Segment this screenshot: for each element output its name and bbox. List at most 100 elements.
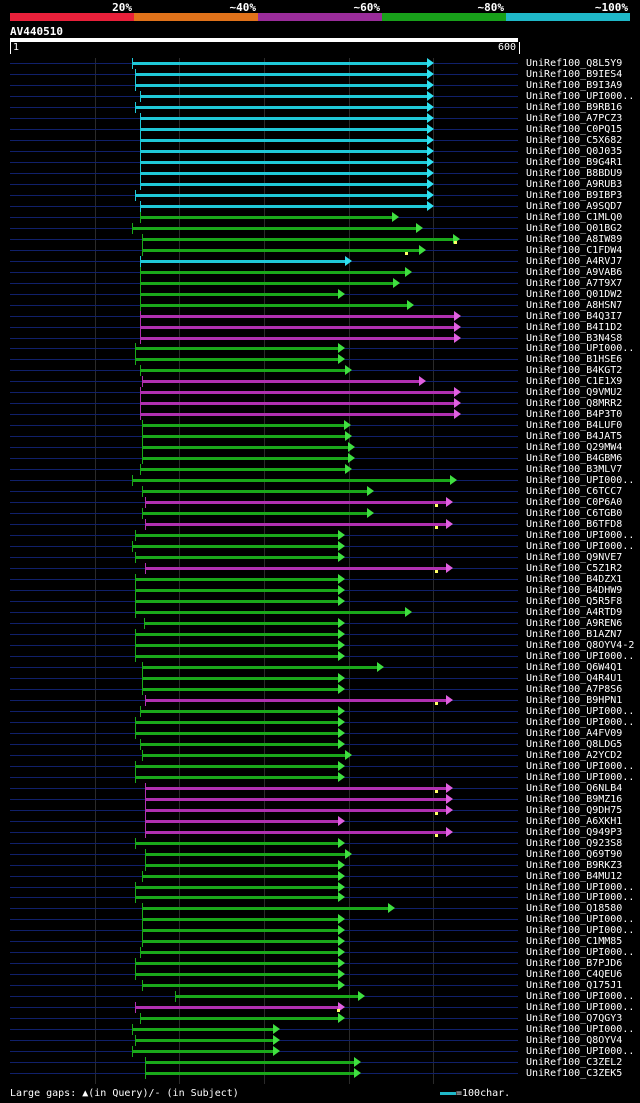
- hit-alignment-bar[interactable]: [140, 149, 428, 153]
- hit-row[interactable]: UniRef100_A9REN6: [0, 617, 640, 629]
- hit-row[interactable]: UniRef100_C4QEU6: [0, 969, 640, 981]
- hit-alignment-bar[interactable]: [140, 325, 454, 329]
- hit-alignment-bar[interactable]: [131, 545, 339, 549]
- hit-row[interactable]: UniRef100_UPI000..: [0, 892, 640, 904]
- hit-alignment-bar[interactable]: [140, 204, 428, 208]
- hit-alignment-bar[interactable]: [142, 380, 419, 384]
- hit-row[interactable]: UniRef100_C5X682: [0, 134, 640, 146]
- hit-label[interactable]: UniRef100_B4LUF0: [526, 420, 623, 432]
- hit-label[interactable]: UniRef100_Q8OYV4: [526, 1035, 623, 1047]
- hit-row[interactable]: UniRef100_B9MZ16: [0, 793, 640, 805]
- hit-alignment-bar[interactable]: [140, 402, 454, 406]
- hit-alignment-bar[interactable]: [144, 501, 446, 505]
- hit-alignment-bar[interactable]: [135, 720, 339, 724]
- hit-alignment-bar[interactable]: [140, 182, 428, 186]
- hit-label[interactable]: UniRef100_C1E1X9: [526, 376, 623, 388]
- hit-label[interactable]: UniRef100_UPI000..: [526, 343, 635, 355]
- hit-label[interactable]: UniRef100_Q01DW2: [526, 288, 623, 300]
- hit-label[interactable]: UniRef100_B4P3T0: [526, 409, 623, 421]
- hit-alignment-bar[interactable]: [140, 468, 346, 472]
- hit-label[interactable]: UniRef100_UPI000..: [526, 716, 635, 728]
- hit-row[interactable]: UniRef100_A9RUB3: [0, 178, 640, 190]
- hit-label[interactable]: UniRef100_Q01BG2: [526, 222, 623, 234]
- hit-row[interactable]: UniRef100_UPI000..: [0, 530, 640, 542]
- hit-row[interactable]: UniRef100_A4RTD9: [0, 607, 640, 618]
- hit-label[interactable]: UniRef100_B1AZN7: [526, 628, 623, 640]
- hit-alignment-bar[interactable]: [135, 1006, 339, 1010]
- hit-label[interactable]: UniRef100_A6XKH1: [526, 815, 623, 827]
- hit-row[interactable]: UniRef100_Q8MRR2: [0, 398, 640, 410]
- hit-alignment-bar[interactable]: [135, 578, 339, 582]
- hit-alignment-bar[interactable]: [140, 314, 454, 318]
- hit-label[interactable]: UniRef100_UPI000..: [526, 705, 635, 717]
- hit-alignment-bar[interactable]: [135, 632, 339, 636]
- hit-label[interactable]: UniRef100_A9REN6: [526, 617, 623, 629]
- hit-row[interactable]: UniRef100_B4DHW9: [0, 585, 640, 597]
- hit-label[interactable]: UniRef100_Q6NLB4: [526, 782, 623, 794]
- hit-label[interactable]: UniRef100_UPI000..: [526, 1046, 635, 1058]
- hit-alignment-bar[interactable]: [131, 226, 417, 230]
- hit-alignment-bar[interactable]: [142, 984, 339, 988]
- hit-label[interactable]: UniRef100_B7PJD6: [526, 958, 623, 970]
- hit-label[interactable]: UniRef100_Q8OYV4-2: [526, 639, 635, 651]
- hit-alignment-bar[interactable]: [135, 731, 339, 735]
- hit-alignment-bar[interactable]: [144, 698, 446, 702]
- hit-alignment-bar[interactable]: [131, 1028, 274, 1032]
- hit-alignment-bar[interactable]: [140, 94, 428, 98]
- hit-row[interactable]: UniRef100_B1HSE6: [0, 354, 640, 366]
- hit-label[interactable]: UniRef100_Q5R5F8: [526, 596, 623, 608]
- hit-row[interactable]: UniRef100_Q01BG2: [0, 222, 640, 234]
- hit-label[interactable]: UniRef100_A7PCZ3: [526, 112, 623, 124]
- hit-row[interactable]: UniRef100_B7PJD6: [0, 958, 640, 970]
- hit-row[interactable]: UniRef100_B9I3A9: [0, 79, 640, 91]
- hit-row[interactable]: UniRef100_B3N4S8: [0, 332, 640, 344]
- hit-row[interactable]: UniRef100_A4RVJ7: [0, 255, 640, 267]
- hit-label[interactable]: UniRef100_B4I1D2: [526, 321, 623, 333]
- hit-row[interactable]: UniRef100_B9RKZ3: [0, 859, 640, 871]
- hit-row[interactable]: UniRef100_UPI000..: [0, 475, 640, 487]
- hit-label[interactable]: UniRef100_B4GBM6: [526, 453, 623, 465]
- hit-alignment-bar[interactable]: [142, 424, 345, 428]
- hit-row[interactable]: UniRef100_A6XKH1: [0, 815, 640, 827]
- hit-row[interactable]: UniRef100_Q4R4U1: [0, 672, 640, 684]
- hit-alignment-bar[interactable]: [144, 863, 339, 867]
- hit-label[interactable]: UniRef100_UPI000..: [526, 530, 635, 542]
- hit-row[interactable]: UniRef100_B4JAT5: [0, 431, 640, 443]
- hit-alignment-bar[interactable]: [140, 1017, 339, 1021]
- hit-row[interactable]: UniRef100_Q7QGY3: [0, 1013, 640, 1025]
- hit-row[interactable]: UniRef100_Q6W4Q1: [0, 661, 640, 673]
- hit-label[interactable]: UniRef100_B8BDU9: [526, 167, 623, 179]
- hit-label[interactable]: UniRef100_B9RKZ3: [526, 859, 623, 871]
- hit-label[interactable]: UniRef100_C4QEU6: [526, 969, 623, 981]
- hit-alignment-bar[interactable]: [135, 841, 339, 845]
- hit-row[interactable]: UniRef100_Q8L5Y9: [0, 58, 640, 69]
- hit-label[interactable]: UniRef100_Q8LDG5: [526, 738, 623, 750]
- hit-row[interactable]: UniRef100_Q175J1: [0, 980, 640, 992]
- hit-row[interactable]: UniRef100_UPI000..: [0, 925, 640, 937]
- hit-label[interactable]: UniRef100_UPI000..: [526, 90, 635, 102]
- hit-row[interactable]: UniRef100_C1E1X9: [0, 376, 640, 388]
- hit-alignment-bar[interactable]: [131, 1050, 274, 1054]
- hit-alignment-bar[interactable]: [142, 457, 348, 461]
- hit-alignment-bar[interactable]: [142, 918, 339, 922]
- hit-alignment-bar[interactable]: [144, 1072, 354, 1076]
- hit-label[interactable]: UniRef100_B4DZX1: [526, 574, 623, 586]
- hit-row[interactable]: UniRef100_C1FDW4: [0, 244, 640, 256]
- hit-alignment-bar[interactable]: [144, 523, 446, 527]
- hit-alignment-bar[interactable]: [144, 830, 446, 834]
- hit-label[interactable]: UniRef100_UPI000..: [526, 1024, 635, 1036]
- hit-alignment-bar[interactable]: [135, 764, 339, 768]
- hit-row[interactable]: UniRef100_UPI000..: [0, 881, 640, 893]
- hit-row[interactable]: UniRef100_C3ZEL2: [0, 1057, 640, 1069]
- hit-alignment-bar[interactable]: [140, 303, 407, 307]
- hit-label[interactable]: UniRef100_B9IES4: [526, 68, 623, 80]
- hit-row[interactable]: UniRef100_A8IW89: [0, 233, 640, 245]
- hit-label[interactable]: UniRef100_UPI000..: [526, 947, 635, 959]
- hit-alignment-bar[interactable]: [135, 775, 339, 779]
- hit-row[interactable]: UniRef100_Q9DH75: [0, 804, 640, 816]
- hit-alignment-bar[interactable]: [142, 446, 348, 450]
- hit-label[interactable]: UniRef100_Q4R4U1: [526, 672, 623, 684]
- hit-label[interactable]: UniRef100_UPI000..: [526, 771, 635, 783]
- hit-label[interactable]: UniRef100_Q18580: [526, 903, 623, 915]
- hit-label[interactable]: UniRef100_B3MLV7: [526, 464, 623, 476]
